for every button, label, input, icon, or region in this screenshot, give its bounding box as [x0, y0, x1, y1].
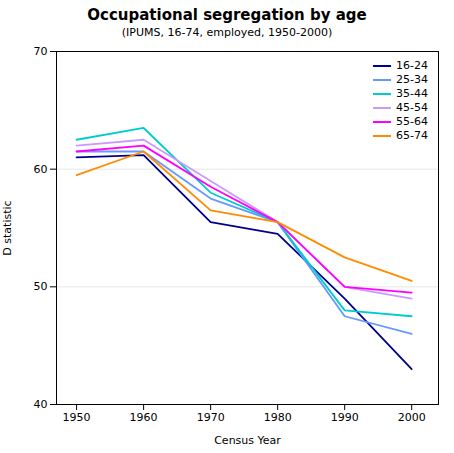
svg-text:1980: 1980: [264, 411, 292, 424]
svg-text:50: 50: [34, 280, 48, 293]
html-text:55-64: 55-64: [396, 115, 428, 128]
html-text:(IPUMS, 16-74, employed, 1950-: (IPUMS, 16-74, employed, 1950-2000): [121, 26, 333, 39]
html-text:45-54: 45-54: [396, 101, 428, 114]
svg-text:D statistic: D statistic: [1, 200, 14, 255]
svg-text:1990: 1990: [331, 411, 359, 424]
html-text:65-74: 65-74: [396, 129, 428, 142]
svg-text:70: 70: [34, 45, 48, 58]
svg-text:60: 60: [34, 163, 48, 176]
svg-text:2000: 2000: [398, 411, 426, 424]
html-text:35-44: 35-44: [396, 87, 428, 100]
svg-text:1950: 1950: [63, 411, 91, 424]
svg-text:1960: 1960: [130, 411, 158, 424]
html-text:16-24: 16-24: [396, 59, 428, 72]
svg-text:1970: 1970: [197, 411, 225, 424]
html-text:25-34: 25-34: [396, 73, 428, 86]
svg-text:40: 40: [34, 398, 48, 411]
html-text:Occupational segregation by ag: Occupational segregation by age: [87, 6, 367, 24]
svg-text:Census Year: Census Year: [214, 434, 281, 447]
